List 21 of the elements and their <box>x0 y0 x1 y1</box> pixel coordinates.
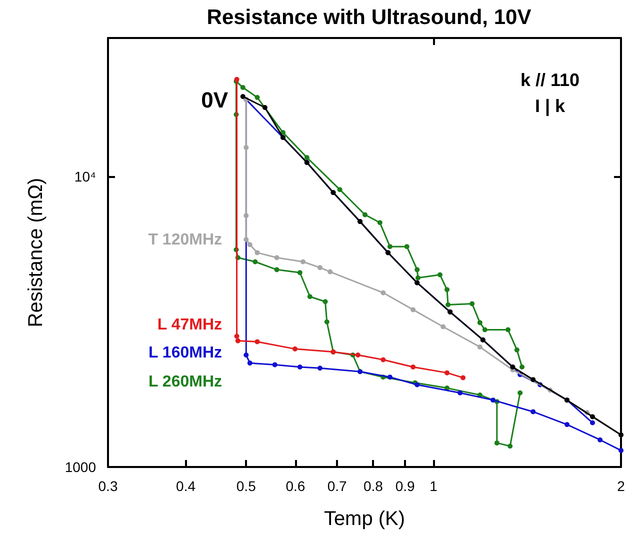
annotation: k // 110 <box>520 70 580 90</box>
series-label: 0V <box>201 88 228 112</box>
x-tick-label: 0.7 <box>327 478 348 494</box>
x-tick-label: 0.3 <box>98 478 118 494</box>
x-tick-label: 0.6 <box>286 478 306 494</box>
annotation: I | k <box>534 96 566 116</box>
y-tick-label: 1000 <box>64 459 96 475</box>
series-label: T 120MHz <box>148 232 222 248</box>
x-tick-label: 0.8 <box>363 478 384 494</box>
series-label: L 160MHz <box>148 344 222 362</box>
y-tick-label: 10⁴ <box>74 168 96 185</box>
chart-title: Resistance with Ultrasound, 10V <box>206 6 532 29</box>
series-label: L 47MHz <box>157 316 222 334</box>
x-tick-label: 0.5 <box>236 478 256 494</box>
x-axis-title: Temp (K) <box>324 508 406 530</box>
x-tick-label: 2 <box>617 478 626 494</box>
text: L 260MHz <box>148 374 222 390</box>
y-axis-title: Resistance (mΩ) <box>25 178 47 328</box>
x-tick-label: 0.9 <box>395 478 416 494</box>
x-tick-label: 0.4 <box>176 478 196 494</box>
x-tick-label: 1 <box>430 478 438 494</box>
